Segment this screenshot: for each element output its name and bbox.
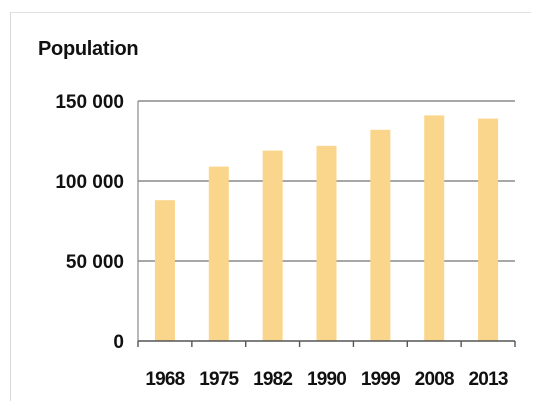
bar-2013 (478, 118, 499, 341)
y-tick-label: 50 000 (66, 252, 124, 273)
bar-1975 (208, 166, 229, 341)
x-tick-label: 1982 (253, 369, 292, 390)
bar-1968 (154, 200, 175, 341)
bar-2008 (424, 115, 445, 342)
bar-1982 (262, 150, 283, 341)
bars (154, 115, 499, 342)
tick-labels: 0 50 000 100 000 150 000 1968 1975 1982 1990 199… (55, 92, 508, 390)
x-tick-label: 1999 (361, 369, 400, 390)
x-tick-label: 1990 (307, 369, 346, 390)
x-tick-label: 2008 (415, 369, 454, 390)
y-tick-label: 100 000 (55, 172, 124, 193)
x-tick-label: 1975 (199, 369, 239, 390)
chart-title: Population (38, 38, 139, 60)
y-tick-label: 150 000 (55, 92, 124, 113)
bar-1990 (316, 145, 337, 341)
y-tick-label: 0 (113, 332, 124, 353)
bar-1999 (370, 129, 391, 341)
axes (137, 101, 516, 347)
chart-frame (10, 12, 531, 401)
x-tick-label: 2013 (469, 369, 508, 390)
x-tick-label: 1968 (145, 369, 184, 390)
